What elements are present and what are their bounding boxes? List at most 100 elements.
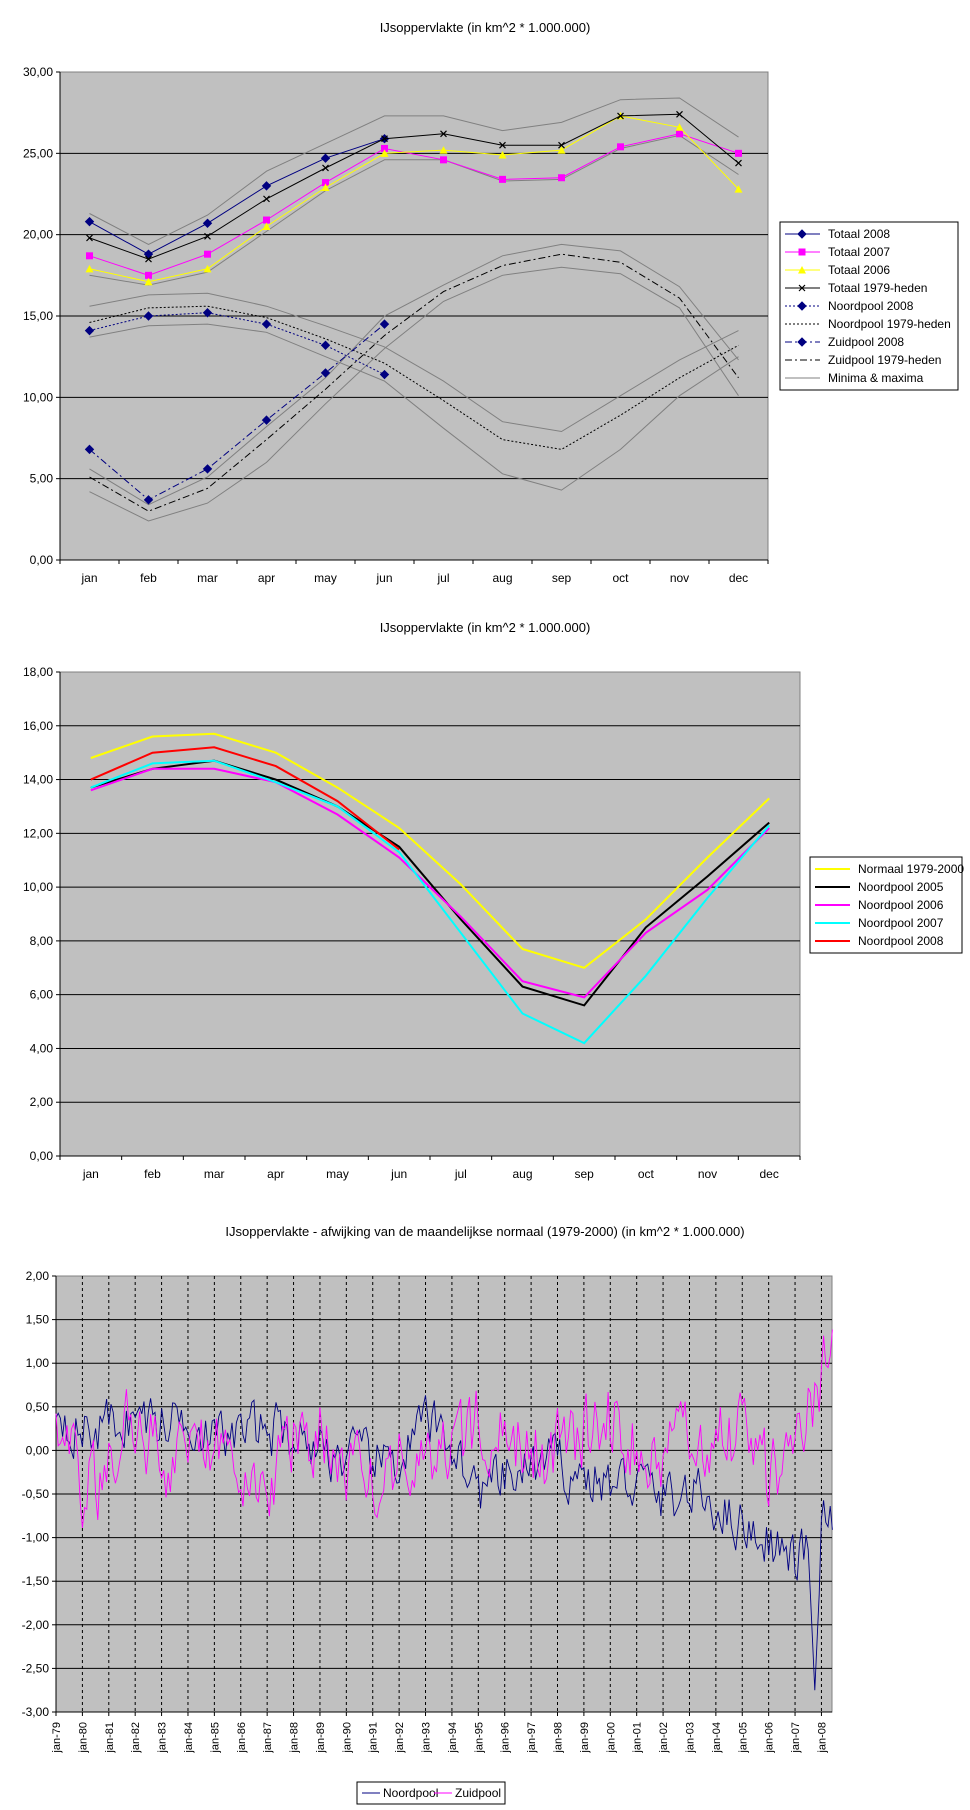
chart1-data-point bbox=[321, 183, 330, 191]
chart1-legend-label: Noordpool 2008 bbox=[828, 299, 914, 313]
chart3-x-tick-label: jan-98 bbox=[552, 1722, 564, 1754]
chart1-data-point bbox=[440, 130, 447, 138]
chart1-data-point bbox=[676, 130, 683, 138]
chart1-data-point bbox=[439, 146, 448, 154]
chart-north-pole-area-svg: IJsoppervlakte (in km^2 * 1.000.000) 0,0… bbox=[23, 620, 964, 1181]
chart1-legend-entry: Zuidpool 2008 bbox=[785, 335, 904, 349]
chart1-data-point bbox=[735, 149, 742, 157]
chart3-y-tick-label: 0,50 bbox=[26, 1400, 50, 1414]
chart1-data-point bbox=[617, 143, 624, 151]
chart1-data-point bbox=[204, 232, 211, 240]
chart1-legend-label: Zuidpool 2008 bbox=[828, 335, 904, 349]
chart1-series-0 bbox=[84, 133, 390, 259]
chart2-y-tick-label: 10,00 bbox=[23, 880, 53, 894]
chart3-x-tick-label: jan-99 bbox=[579, 1722, 591, 1754]
chart1-x-tick-label: aug bbox=[492, 571, 512, 585]
chart1-data-point bbox=[379, 369, 390, 380]
chart1-data-point bbox=[381, 135, 388, 143]
chart2-y-tick-label: 2,00 bbox=[30, 1095, 54, 1109]
chart3-x-tick-label: jan-90 bbox=[341, 1722, 353, 1754]
chart1-data-point bbox=[379, 319, 390, 329]
chart1-legend-marker bbox=[797, 301, 807, 311]
chart1-data-point bbox=[144, 277, 153, 286]
chart1-x-tick-label: apr bbox=[258, 571, 275, 585]
chart1-data-point bbox=[262, 222, 271, 231]
chart1-x-tick-label: dec bbox=[729, 571, 748, 585]
chart1-series-line bbox=[89, 323, 385, 501]
chart-anomaly: IJsoppervlakte - afwijking van de maande… bbox=[0, 1210, 970, 1810]
chart1-plot-area: 0,00 5,00 10,00 15,00 20,00 25,00 30,00 jan feb m… bbox=[23, 65, 769, 585]
chart1-data-point bbox=[204, 250, 211, 258]
chart1-legend-entry: Totaal 1979-heden bbox=[785, 281, 927, 295]
chart1-series-line bbox=[89, 312, 385, 376]
chart2-legend: Normaal 1979-2000 Noordpool 2005 Noordpool… bbox=[809, 856, 964, 954]
chart1-data-point bbox=[499, 141, 506, 149]
chart1-data-point bbox=[558, 174, 565, 182]
chart1-y-tick-label: 10,00 bbox=[23, 390, 53, 404]
chart3-y-tick-label: -0,50 bbox=[22, 1487, 50, 1501]
chart2-series-0 bbox=[90, 732, 770, 969]
chart3-x-tick-label: jan-88 bbox=[289, 1722, 301, 1754]
chart3-legend-entry: Noordpool bbox=[362, 1786, 438, 1800]
chart2-x-tick-label: may bbox=[326, 1167, 349, 1181]
chart1-data-point bbox=[558, 141, 565, 149]
chart3-y-tick-label: -1,00 bbox=[22, 1531, 50, 1545]
chart2-legend-label: Noordpool 2008 bbox=[858, 934, 944, 948]
chart1-y-tick-label: 20,00 bbox=[23, 228, 53, 242]
chart2-y-tick-label: 4,00 bbox=[30, 1041, 54, 1055]
chart3-x-tick-label: jan-89 bbox=[315, 1722, 327, 1754]
chart1-series-5 bbox=[89, 305, 739, 450]
chart3-y-tick-label: -1,50 bbox=[22, 1574, 50, 1588]
chart1-series-3 bbox=[86, 110, 742, 263]
chart3-y-tick-label: 0,00 bbox=[26, 1443, 50, 1457]
chart1-data-point bbox=[498, 150, 507, 159]
chart1-data-point bbox=[617, 112, 624, 120]
chart-anomaly-svg: IJsoppervlakte - afwijking van de maande… bbox=[22, 1224, 833, 1805]
chart2-series-line bbox=[90, 732, 770, 969]
chart3-x-tick-label: jan-82 bbox=[130, 1722, 142, 1754]
chart3-plot-area: -3,00 -2,50 -2,00 -1,50 -1,00 -0,50 0,00 0,50 1,… bbox=[22, 1269, 833, 1754]
chart1-legend-label: Totaal 2006 bbox=[828, 263, 890, 277]
chart3-title: IJsoppervlakte - afwijking van de maande… bbox=[225, 1224, 744, 1239]
chart-total-area-svg: IJsoppervlakte (in km^2 * 1.000.000) 0,0… bbox=[23, 20, 959, 585]
chart3-legend: Noordpool Zuidpool bbox=[356, 1781, 506, 1805]
chart3-x-tick-label: jan-83 bbox=[157, 1722, 169, 1754]
chart1-series-line bbox=[89, 134, 739, 286]
chart2-y-tick-label: 8,00 bbox=[30, 934, 54, 948]
chart2-x-tick-label: oct bbox=[638, 1167, 655, 1181]
chart-total-area: IJsoppervlakte (in km^2 * 1.000.000) 0,0… bbox=[0, 0, 970, 600]
chart3-x-tick-label: jan-94 bbox=[447, 1722, 459, 1754]
chart1-data-point bbox=[322, 179, 329, 187]
chart1-series-12 bbox=[89, 243, 739, 506]
chart3-x-tick-label: jan-97 bbox=[526, 1722, 538, 1754]
chart1-series-line bbox=[89, 266, 739, 522]
chart2-legend-entry: Noordpool 2005 bbox=[815, 880, 944, 894]
chart1-data-point bbox=[145, 271, 152, 279]
chart3-x-tick-label: jan-95 bbox=[473, 1722, 485, 1754]
chart3-x-tick-label: jan-08 bbox=[816, 1722, 828, 1754]
chart1-series-8 bbox=[89, 97, 739, 245]
chart1-series-9 bbox=[89, 134, 739, 286]
chart1-data-point bbox=[734, 185, 743, 193]
chart1-series-7 bbox=[89, 253, 739, 512]
chart3-legend-label: Noordpool bbox=[383, 1786, 438, 1800]
chart1-data-point bbox=[202, 308, 213, 318]
chart2-x-tick-label: feb bbox=[144, 1167, 161, 1181]
chart3-x-tick-label: jan-92 bbox=[394, 1722, 406, 1754]
chart3-y-tick-label: -2,00 bbox=[22, 1618, 50, 1632]
chart2-title: IJsoppervlakte (in km^2 * 1.000.000) bbox=[380, 620, 591, 635]
chart1-data-point bbox=[143, 495, 154, 505]
chart2-x-tick-label: sep bbox=[574, 1167, 594, 1181]
chart1-series-line bbox=[89, 305, 739, 450]
chart1-legend-label: Noordpool 1979-heden bbox=[828, 317, 951, 331]
chart1-data-point bbox=[263, 195, 270, 203]
chart1-data-point bbox=[261, 181, 272, 191]
chart3-x-tick-label: jan-04 bbox=[711, 1722, 723, 1754]
chart1-series-6 bbox=[84, 319, 390, 505]
chart2-x-tick-label: apr bbox=[267, 1167, 284, 1181]
chart1-x-tick-label: oct bbox=[612, 571, 629, 585]
chart3-x-tick-label: jan-85 bbox=[209, 1722, 221, 1754]
chart3-x-tick-label: jan-01 bbox=[632, 1722, 644, 1754]
chart1-series-line bbox=[89, 113, 739, 260]
chart1-data-point bbox=[320, 368, 331, 378]
